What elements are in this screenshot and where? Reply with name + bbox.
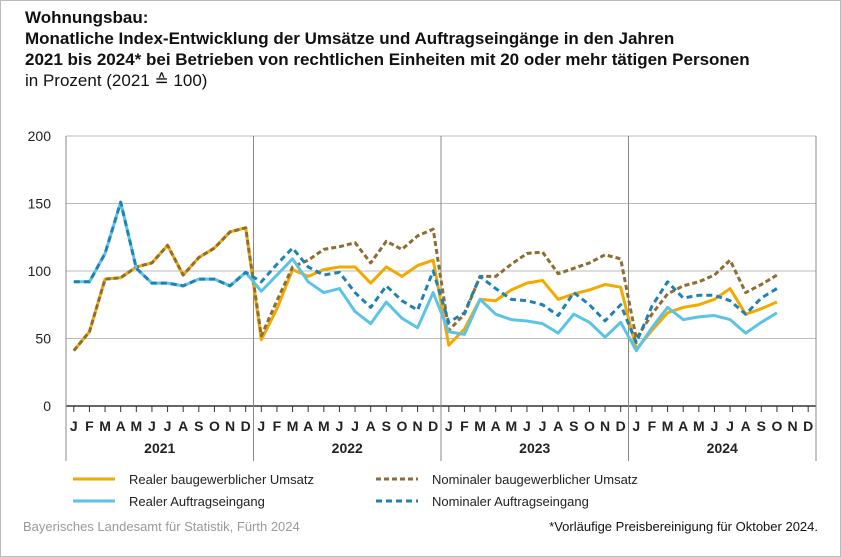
month-label: S (382, 418, 391, 434)
month-label: M (662, 418, 674, 434)
month-label: A (553, 418, 563, 434)
month-label: M (318, 418, 330, 434)
month-label: D (241, 418, 251, 434)
year-label: 2022 (332, 440, 363, 456)
month-label: J (257, 418, 265, 434)
title-line-3: 2021 bis 2024* bei Betrieben von rechtli… (25, 50, 750, 69)
month-label: M (693, 418, 705, 434)
month-label: D (803, 418, 813, 434)
title-line-1: Wohnungsbau: (25, 8, 149, 27)
series-line-2 (73, 200, 778, 353)
month-label: J (445, 418, 453, 434)
chart-title: Wohnungsbau: Monatliche Index-Entwicklun… (25, 7, 750, 91)
month-label: A (678, 418, 688, 434)
month-label: J (336, 418, 344, 434)
series-line-1 (72, 226, 778, 352)
month-label: N (413, 418, 423, 434)
month-label: M (99, 418, 111, 434)
month-label: M (130, 418, 142, 434)
month-label: D (428, 418, 438, 434)
month-label: J (632, 418, 640, 434)
month-label: O (584, 418, 595, 434)
month-label: F (648, 418, 657, 434)
year-label: 2024 (707, 440, 738, 456)
title-line-2: Monatliche Index-Entwicklung der Umsätze… (25, 29, 675, 48)
month-label: J (164, 418, 172, 434)
month-label: N (225, 418, 235, 434)
month-label: A (178, 418, 188, 434)
legend-label: Nominaler baugewerblicher Umsatz (432, 472, 638, 487)
month-label: N (788, 418, 798, 434)
month-label: M (474, 418, 486, 434)
month-label: J (523, 418, 531, 434)
series-line-3 (73, 200, 778, 345)
month-label: F (85, 418, 94, 434)
month-label: J (70, 418, 78, 434)
month-label: S (757, 418, 766, 434)
month-label: A (366, 418, 376, 434)
month-label: A (116, 418, 126, 434)
month-label: S (569, 418, 578, 434)
month-label: A (741, 418, 751, 434)
month-label: O (209, 418, 220, 434)
footnote: *Vorläufige Preisbereinigung für Oktober… (549, 519, 818, 534)
month-label: O (771, 418, 782, 434)
y-tick-label: 0 (43, 398, 51, 414)
month-label: J (148, 418, 156, 434)
month-label: F (460, 418, 469, 434)
year-label: 2023 (519, 440, 550, 456)
month-label: A (303, 418, 313, 434)
legend-label: Realer baugewerblicher Umsatz (129, 472, 314, 487)
month-label: S (194, 418, 203, 434)
month-label: J (539, 418, 547, 434)
y-tick-label: 50 (35, 331, 51, 347)
legend-label: Nominaler Auftragseingang (432, 494, 589, 509)
y-tick-label: 200 (28, 128, 52, 144)
month-label: J (351, 418, 359, 434)
source-text: Bayerisches Landesamt für Statistik, Für… (23, 519, 300, 534)
y-tick-label: 100 (28, 263, 52, 279)
chart-subtitle: in Prozent (2021 ≙ 100) (25, 71, 208, 90)
month-label: J (726, 418, 734, 434)
series-line-0 (72, 226, 778, 352)
month-label: F (273, 418, 282, 434)
month-label: M (505, 418, 517, 434)
month-label: O (396, 418, 407, 434)
legend-label: Realer Auftragseingang (129, 494, 265, 509)
y-tick-label: 150 (28, 196, 52, 212)
month-label: N (600, 418, 610, 434)
month-label: A (491, 418, 501, 434)
month-label: D (616, 418, 626, 434)
year-label: 2021 (144, 440, 175, 456)
month-label: M (287, 418, 299, 434)
month-label: J (711, 418, 719, 434)
